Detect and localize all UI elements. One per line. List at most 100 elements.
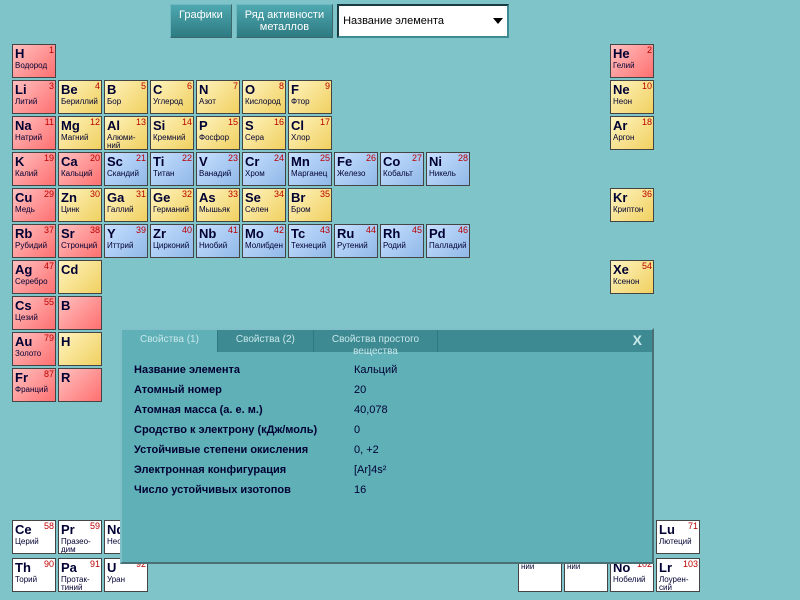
empty-cell xyxy=(380,188,424,222)
element-cell-Na[interactable]: 11NaНатрий xyxy=(12,116,56,150)
graphs-button[interactable]: Графики xyxy=(170,4,232,38)
property-row: Электронная конфигурация[Ar]4s² xyxy=(134,460,640,480)
element-cell-K[interactable]: 19KКалий xyxy=(12,152,56,186)
element-cell-Fr[interactable]: 87FrФранций xyxy=(12,368,56,402)
tab-substance[interactable]: Свойства простого вещества xyxy=(314,330,438,352)
element-cell-B[interactable]: 5BБор xyxy=(104,80,148,114)
atomic-number: 15 xyxy=(228,117,238,127)
element-cell-Xe[interactable]: 54XeКсенон xyxy=(610,260,654,294)
element-cell-Sr[interactable]: 38SrСтронций xyxy=(58,224,102,258)
atomic-number: 79 xyxy=(44,333,54,343)
element-cell-Ga[interactable]: 31GaГаллий xyxy=(104,188,148,222)
property-label: Число устойчивых изотопов xyxy=(134,484,354,496)
element-cell-As[interactable]: 33AsМышьяк xyxy=(196,188,240,222)
element-cell-Lu[interactable]: 71LuЛютеций xyxy=(656,520,700,554)
element-cell-Au[interactable]: 79AuЗолото xyxy=(12,332,56,366)
atomic-number: 103 xyxy=(683,559,698,569)
element-cell-Zr[interactable]: 40ZrЦирконий xyxy=(150,224,194,258)
tab-properties-2[interactable]: Свойства (2) xyxy=(218,330,314,352)
element-cell-Th[interactable]: 90ThТорий xyxy=(12,558,56,592)
element-cell-N[interactable]: 7NАзот xyxy=(196,80,240,114)
atomic-number: 54 xyxy=(642,261,652,271)
element-cell-Mn[interactable]: 25MnМарганец xyxy=(288,152,332,186)
atomic-number: 40 xyxy=(182,225,192,235)
element-cell-C[interactable]: 6CУглерод xyxy=(150,80,194,114)
element-cell-Y[interactable]: 39YИттрий xyxy=(104,224,148,258)
element-name: Кобальт xyxy=(381,170,423,178)
element-name: Мышьяк xyxy=(197,206,239,214)
empty-cell xyxy=(426,116,470,150)
element-cell-Tc[interactable]: 43TcТехнеций xyxy=(288,224,332,258)
element-cell-P[interactable]: 15PФосфор xyxy=(196,116,240,150)
element-cell-Ca[interactable]: 20CaКальций xyxy=(58,152,102,186)
element-cell-Ar[interactable]: 18ArАргон xyxy=(610,116,654,150)
element-cell-Ce[interactable]: 58CeЦерий xyxy=(12,520,56,554)
property-row: Сродство к электрону (кДж/моль)0 xyxy=(134,420,640,440)
element-cell-S[interactable]: 16SСера xyxy=(242,116,286,150)
element-cell-Ru[interactable]: 44RuРутений xyxy=(334,224,378,258)
element-cell-Ge[interactable]: 32GeГерманий xyxy=(150,188,194,222)
element-cell-He[interactable]: 2HeГелий xyxy=(610,44,654,78)
element-cell-Cl[interactable]: 17ClХлор xyxy=(288,116,332,150)
empty-cell xyxy=(518,260,562,294)
element-name-select[interactable]: Название элемента xyxy=(337,4,509,38)
element-cell-Pd[interactable]: 46PdПалладий xyxy=(426,224,470,258)
element-cell-Zn[interactable]: 30ZnЦинк xyxy=(58,188,102,222)
element-cell-Li[interactable]: 3LiЛитий xyxy=(12,80,56,114)
element-cell-Mo[interactable]: 42MoМолибден xyxy=(242,224,286,258)
element-cell-R[interactable]: R xyxy=(58,368,102,402)
empty-cell xyxy=(564,44,608,78)
element-cell-Ag[interactable]: 47AgСеребро xyxy=(12,260,56,294)
element-name: Титан xyxy=(151,170,193,178)
metal-series-button[interactable]: Ряд активности металлов xyxy=(236,4,333,38)
empty-cell xyxy=(380,44,424,78)
empty-cell xyxy=(196,44,240,78)
property-label: Атомный номер xyxy=(134,384,354,396)
element-name: Ванадий xyxy=(197,170,239,178)
element-cell-Co[interactable]: 27CoКобальт xyxy=(380,152,424,186)
element-cell-Cr[interactable]: 24CrХром xyxy=(242,152,286,186)
element-cell-Rh[interactable]: 45RhРодий xyxy=(380,224,424,258)
property-row: Атомная масса (а. е. м.)40,078 xyxy=(134,400,640,420)
element-cell-Ne[interactable]: 10NeНеон xyxy=(610,80,654,114)
element-cell-Cd[interactable]: Cd xyxy=(58,260,102,294)
element-name: Ксенон xyxy=(611,278,653,286)
close-button[interactable]: X xyxy=(623,330,652,352)
element-name: Хлор xyxy=(289,134,331,142)
element-cell-F[interactable]: 9FФтор xyxy=(288,80,332,114)
table-row: 29CuМедь30ZnЦинк31GaГаллий32GeГерманий33… xyxy=(12,188,788,222)
element-cell-Kr[interactable]: 36KrКриптон xyxy=(610,188,654,222)
element-cell-Cu[interactable]: 29CuМедь xyxy=(12,188,56,222)
element-cell-V[interactable]: 23VВанадий xyxy=(196,152,240,186)
element-cell-Ti[interactable]: 22TiТитан xyxy=(150,152,194,186)
element-cell-Lr[interactable]: 103LrЛоурен- сий xyxy=(656,558,700,592)
element-cell-Fe[interactable]: 26FeЖелезо xyxy=(334,152,378,186)
element-cell-Sc[interactable]: 21ScСкандий xyxy=(104,152,148,186)
element-cell-Be[interactable]: 4BeБериллий xyxy=(58,80,102,114)
element-cell-Ni[interactable]: 28NiНикель xyxy=(426,152,470,186)
property-label: Устойчивые степени окисления xyxy=(134,444,354,456)
element-cell-Al[interactable]: 13AlАлюми- ний xyxy=(104,116,148,150)
atomic-number: 39 xyxy=(136,225,146,235)
atomic-number: 71 xyxy=(688,521,698,531)
element-cell-Pr[interactable]: 59PrПразео- дим xyxy=(58,520,102,554)
element-cell-Nb[interactable]: 41NbНиобий xyxy=(196,224,240,258)
element-name: Молибден xyxy=(243,242,285,250)
element-cell-Cs[interactable]: 55CsЦезий xyxy=(12,296,56,330)
element-cell-Br[interactable]: 35BrБром xyxy=(288,188,332,222)
element-cell-H[interactable]: 1HВодород xyxy=(12,44,56,78)
element-cell-B[interactable]: B xyxy=(58,296,102,330)
element-cell-Se[interactable]: 34SeСелен xyxy=(242,188,286,222)
tab-properties-1[interactable]: Свойства (1) xyxy=(122,330,218,352)
atomic-number: 29 xyxy=(44,189,54,199)
atomic-number: 58 xyxy=(44,521,54,531)
atomic-number: 3 xyxy=(49,81,54,91)
element-cell-H[interactable]: H xyxy=(58,332,102,366)
element-cell-Si[interactable]: 14SiКремний xyxy=(150,116,194,150)
element-cell-Pa[interactable]: 91PaПротак- тиний xyxy=(58,558,102,592)
element-name: Магний xyxy=(59,134,101,142)
element-cell-Mg[interactable]: 12MgМагний xyxy=(58,116,102,150)
element-cell-Rb[interactable]: 37RbРубидий xyxy=(12,224,56,258)
atomic-number: 16 xyxy=(274,117,284,127)
element-cell-O[interactable]: 8OКислород xyxy=(242,80,286,114)
